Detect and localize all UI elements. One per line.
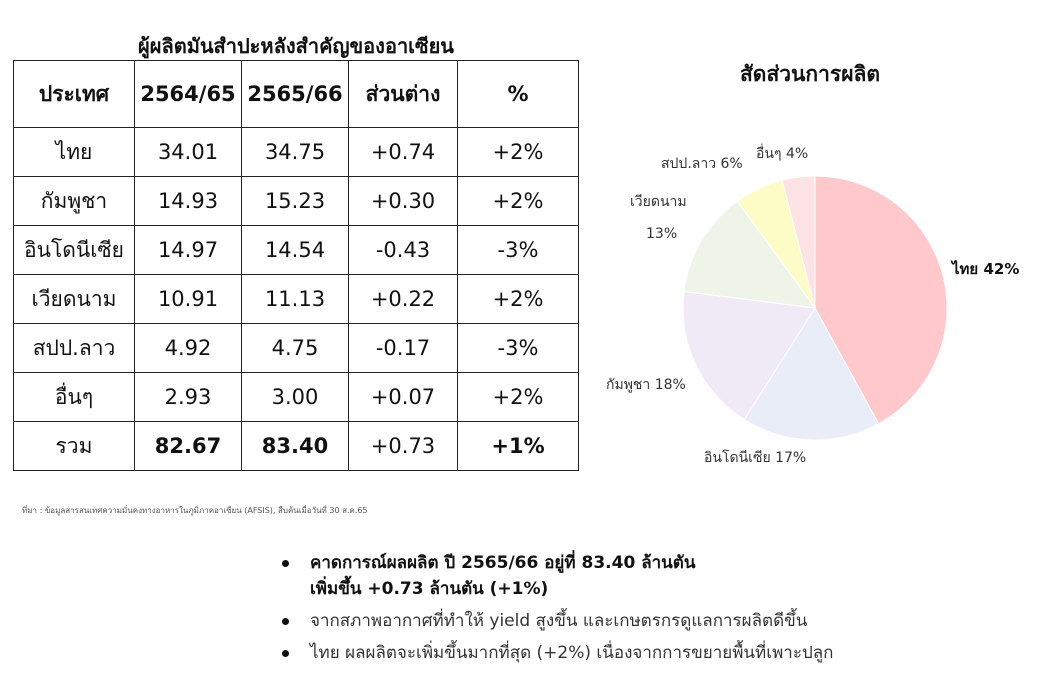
bullet-item: จากสภาพอากาศที่ทำให้ yield สูงขึ้น และเก… bbox=[282, 608, 833, 634]
cell-country: อื่นๆ bbox=[13, 372, 135, 422]
bullet-text: ไทย ผลผลิตจะเพิ่มขึ้นมากที่สุด (+2%) เนื… bbox=[310, 643, 834, 663]
table-total-row: รวม 82.67 83.40 +0.73 +1% bbox=[13, 421, 579, 471]
pie-label: สปป.ลาว 6% bbox=[661, 156, 743, 172]
cell-2565-66: 3.00 bbox=[241, 372, 349, 422]
bullet-item: คาดการณ์ผลผลิต ปี 2565/66 อยู่ที่ 83.40 … bbox=[282, 550, 833, 602]
cell-percent: +2% bbox=[457, 372, 579, 422]
production-table: ประเทศ 2564/65 2565/66 ส่วนต่าง % ไทย 34… bbox=[13, 60, 579, 471]
table-row: กัมพูชา 14.93 15.23 +0.30 +2% bbox=[13, 176, 579, 226]
cell-2564-65: 4.92 bbox=[134, 323, 242, 373]
header-percent: % bbox=[457, 60, 579, 128]
bullet-item: ไทย ผลผลิตจะเพิ่มขึ้นมากที่สุด (+2%) เนื… bbox=[282, 640, 833, 666]
cell-2565-66: 34.75 bbox=[241, 127, 349, 177]
bullet-list: คาดการณ์ผลผลิต ปี 2565/66 อยู่ที่ 83.40 … bbox=[282, 550, 833, 672]
cell-2565-66: 14.54 bbox=[241, 225, 349, 275]
cell-percent: +1% bbox=[457, 421, 579, 471]
cell-country: รวม bbox=[13, 421, 135, 471]
header-difference: ส่วนต่าง bbox=[348, 60, 458, 128]
table-title: ผู้ผลิตมันสำปะหลังสำคัญของอาเซียน bbox=[138, 34, 454, 58]
table-row: ไทย 34.01 34.75 +0.74 +2% bbox=[13, 127, 579, 177]
cell-percent: -3% bbox=[457, 323, 579, 373]
cell-country: อินโดนีเซีย bbox=[13, 225, 135, 275]
cell-difference: +0.30 bbox=[348, 176, 458, 226]
pie-slice-6 bbox=[781, 175, 816, 309]
cell-difference: -0.17 bbox=[348, 323, 458, 373]
cell-2564-65: 34.01 bbox=[134, 127, 242, 177]
bullet-text-line2: เพิ่มขึ้น +0.73 ล้านตัน (+1%) bbox=[310, 579, 549, 599]
cell-percent: +2% bbox=[457, 176, 579, 226]
bullet-dot-icon bbox=[282, 618, 289, 625]
pie-slice-1 bbox=[814, 175, 948, 425]
cell-percent: +2% bbox=[457, 274, 579, 324]
table-row: อินโดนีเซีย 14.97 14.54 -0.43 -3% bbox=[13, 225, 579, 275]
pie-label: กัมพูชา 18% bbox=[606, 377, 686, 393]
pie-chart-title: สัดส่วนการผลิต bbox=[739, 62, 881, 86]
table-row: อื่นๆ 2.93 3.00 +0.07 +2% bbox=[13, 372, 579, 422]
pie-slice-4 bbox=[683, 200, 817, 309]
cell-difference: -0.43 bbox=[348, 225, 458, 275]
header-2565-66: 2565/66 bbox=[241, 60, 349, 128]
pie-label: ไทย 42% bbox=[950, 259, 1019, 278]
pie-slice-3 bbox=[682, 290, 816, 421]
cell-2564-65: 2.93 bbox=[134, 372, 242, 422]
pie-label: เวียดนาม bbox=[630, 194, 687, 210]
source-note: ที่มา : ข้อมูลสารสนเทศความมั่นคงทางอาหาร… bbox=[22, 506, 368, 515]
table-row: สปป.ลาว 4.92 4.75 -0.17 -3% bbox=[13, 323, 579, 373]
bullet-dot-icon bbox=[282, 650, 289, 657]
pie-label: อินโดนีเซีย 17% bbox=[704, 449, 806, 466]
cell-country: เวียดนาม bbox=[13, 274, 135, 324]
cell-percent: -3% bbox=[457, 225, 579, 275]
pie-label: อื่นๆ 4% bbox=[756, 144, 808, 162]
bullet-text: คาดการณ์ผลผลิต ปี 2565/66 อยู่ที่ 83.40 … bbox=[310, 553, 696, 573]
cell-2564-65: 14.93 bbox=[134, 176, 242, 226]
bullet-dot-icon bbox=[282, 560, 289, 567]
cell-2565-66: 11.13 bbox=[241, 274, 349, 324]
table-row: เวียดนาม 10.91 11.13 +0.22 +2% bbox=[13, 274, 579, 324]
header-country: ประเทศ bbox=[13, 60, 135, 128]
bullet-text: จากสภาพอากาศที่ทำให้ yield สูงขึ้น และเก… bbox=[310, 611, 808, 631]
cell-percent: +2% bbox=[457, 127, 579, 177]
cell-2565-66: 15.23 bbox=[241, 176, 349, 226]
cell-2564-65: 10.91 bbox=[134, 274, 242, 324]
cell-country: กัมพูชา bbox=[13, 176, 135, 226]
pie-slice-2 bbox=[743, 307, 880, 441]
cell-2564-65: 82.67 bbox=[134, 421, 242, 471]
cell-difference: +0.07 bbox=[348, 372, 458, 422]
pie-pct-label: 13% bbox=[646, 226, 677, 242]
cell-2565-66: 4.75 bbox=[241, 323, 349, 373]
